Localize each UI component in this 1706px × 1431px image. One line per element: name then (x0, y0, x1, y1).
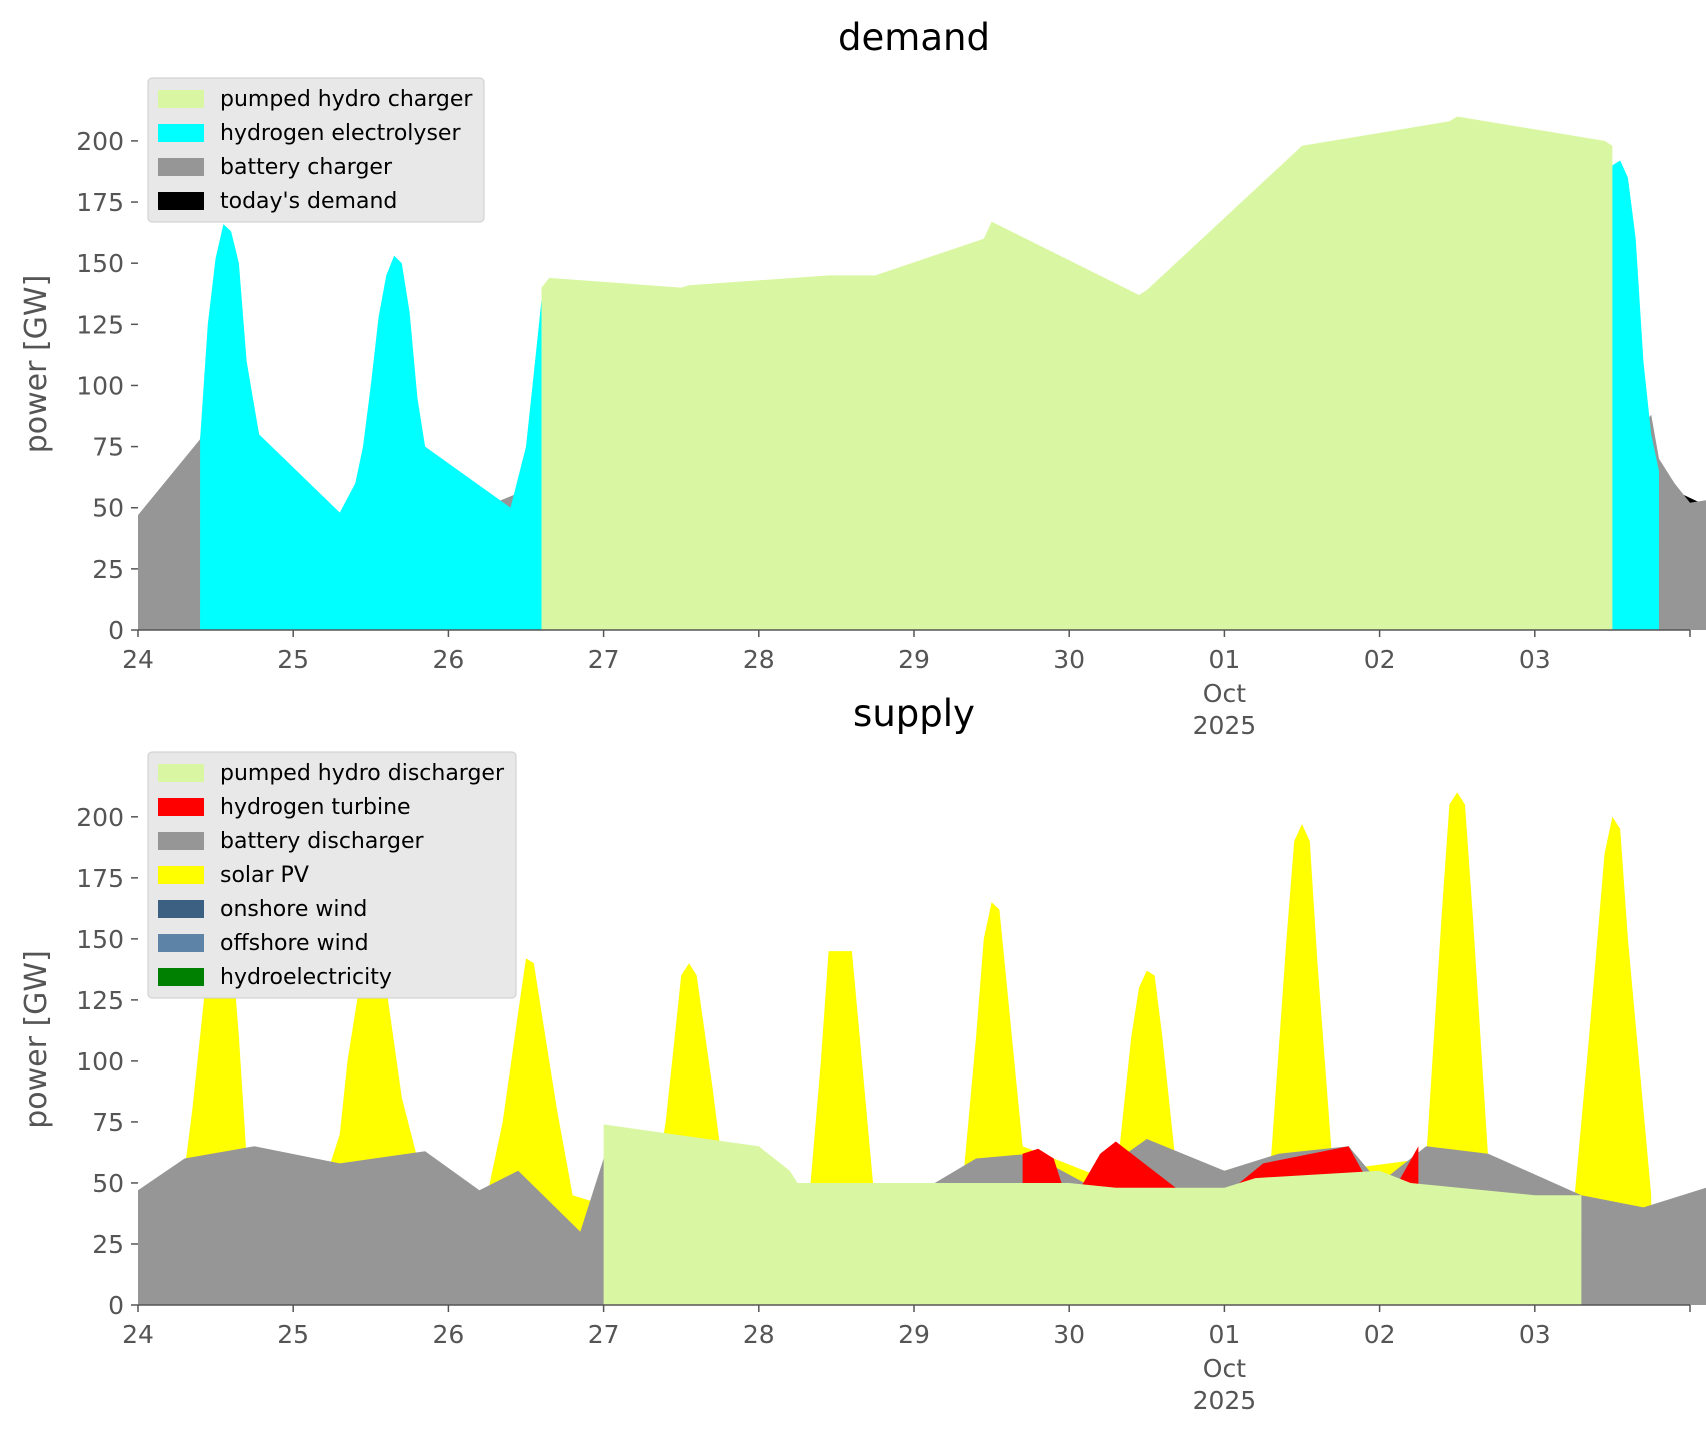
legend-swatch (158, 764, 204, 782)
x-tick-label: 03 (1519, 1320, 1551, 1349)
supply-chart: supply 0 25 50 75 100 125 150 175 200 24 25 26 27 28 29… (19, 692, 1706, 1415)
demand-chart: demand 0 25 50 75 100 125 150 175 200 24 25 26 27 28 29… (19, 16, 1706, 740)
legend-label: battery discharger (220, 829, 425, 854)
legend-label: pumped hydro discharger (220, 761, 505, 786)
x-tick-label: 28 (743, 645, 775, 674)
y-tick-label: 125 (76, 986, 124, 1015)
x-tick-label: 27 (588, 1320, 620, 1349)
legend-label: offshore wind (220, 931, 369, 956)
y-tick-label: 125 (76, 310, 124, 339)
legend-label: hydrogen turbine (220, 795, 411, 820)
y-tick-label: 175 (76, 864, 124, 893)
x-tick-label: 29 (898, 645, 930, 674)
x-tick-sublabel: Oct (1203, 679, 1246, 708)
legend-swatch (158, 124, 204, 142)
y-tick-label: 0 (108, 1291, 124, 1320)
x-tick-label: 02 (1364, 645, 1396, 674)
y-axis-label: power [GW] (19, 950, 54, 1129)
legend-label: battery charger (220, 155, 393, 180)
legend-box (147, 77, 485, 223)
x-tick-label: 25 (277, 645, 309, 674)
legend-box (147, 751, 517, 999)
x-tick-sublabel: Oct (1203, 1354, 1246, 1383)
legend-label: solar PV (220, 863, 309, 888)
area-layers (138, 116, 1706, 630)
legend-swatch (158, 866, 204, 884)
y-tick-label: 100 (76, 1047, 124, 1076)
legend-label: hydrogen electrolyser (220, 121, 461, 146)
y-tick-label: 175 (76, 188, 124, 217)
legend: pumped hydro charger hydrogen electrolyse… (147, 77, 485, 223)
x-tick-label: 28 (743, 1320, 775, 1349)
legend-swatch (158, 968, 204, 986)
x-tick-label: 24 (122, 645, 154, 674)
x-tick-label: 01 (1208, 645, 1240, 674)
x-tick-label: 24 (122, 1320, 154, 1349)
x-tick-label: 29 (898, 1320, 930, 1349)
y-tick-label: 150 (76, 925, 124, 954)
x-tick-label: 26 (432, 1320, 464, 1349)
y-tick-label: 150 (76, 249, 124, 278)
legend-label: today's demand (220, 189, 397, 214)
legend-label: hydroelectricity (220, 965, 392, 990)
legend-swatch (158, 192, 204, 210)
legend-label: onshore wind (220, 897, 367, 922)
x-tick-label: 25 (277, 1320, 309, 1349)
x-tick-label: 30 (1053, 1320, 1085, 1349)
x-tick-label: 02 (1364, 1320, 1396, 1349)
x-tick-label: 30 (1053, 645, 1085, 674)
x-tick-label: 27 (588, 645, 620, 674)
legend-swatch (158, 934, 204, 952)
y-axis-label: power [GW] (19, 275, 54, 454)
x-tick-label: 26 (432, 645, 464, 674)
legend: pumped hydro discharger hydrogen turbine b… (147, 751, 517, 999)
legend-swatch (158, 900, 204, 918)
y-tick-label: 75 (92, 433, 124, 462)
legend-label: pumped hydro charger (220, 87, 473, 112)
area-pumped-hydro-discharger (603, 1124, 1582, 1305)
y-tick-label: 0 (108, 616, 124, 645)
y-tick-label: 200 (76, 127, 124, 156)
y-tick-label: 200 (76, 803, 124, 832)
x-tick-sublabel: 2025 (1193, 711, 1257, 740)
legend-swatch (158, 832, 204, 850)
area-pumped-hydro-charger (541, 116, 1613, 630)
y-tick-label: 25 (92, 1230, 124, 1259)
x-tick-sublabel: 2025 (1193, 1386, 1257, 1415)
y-tick-label: 50 (92, 1169, 124, 1198)
y-tick-label: 100 (76, 371, 124, 400)
legend-swatch (158, 158, 204, 176)
y-tick-label: 25 (92, 555, 124, 584)
area-layers (138, 792, 1706, 1305)
y-tick-label: 75 (92, 1108, 124, 1137)
y-tick-label: 50 (92, 494, 124, 523)
chart-title: demand (838, 16, 990, 59)
x-tick-label: 03 (1519, 645, 1551, 674)
legend-swatch (158, 90, 204, 108)
legend-swatch (158, 798, 204, 816)
x-tick-label: 01 (1208, 1320, 1240, 1349)
chart-title: supply (853, 692, 975, 735)
